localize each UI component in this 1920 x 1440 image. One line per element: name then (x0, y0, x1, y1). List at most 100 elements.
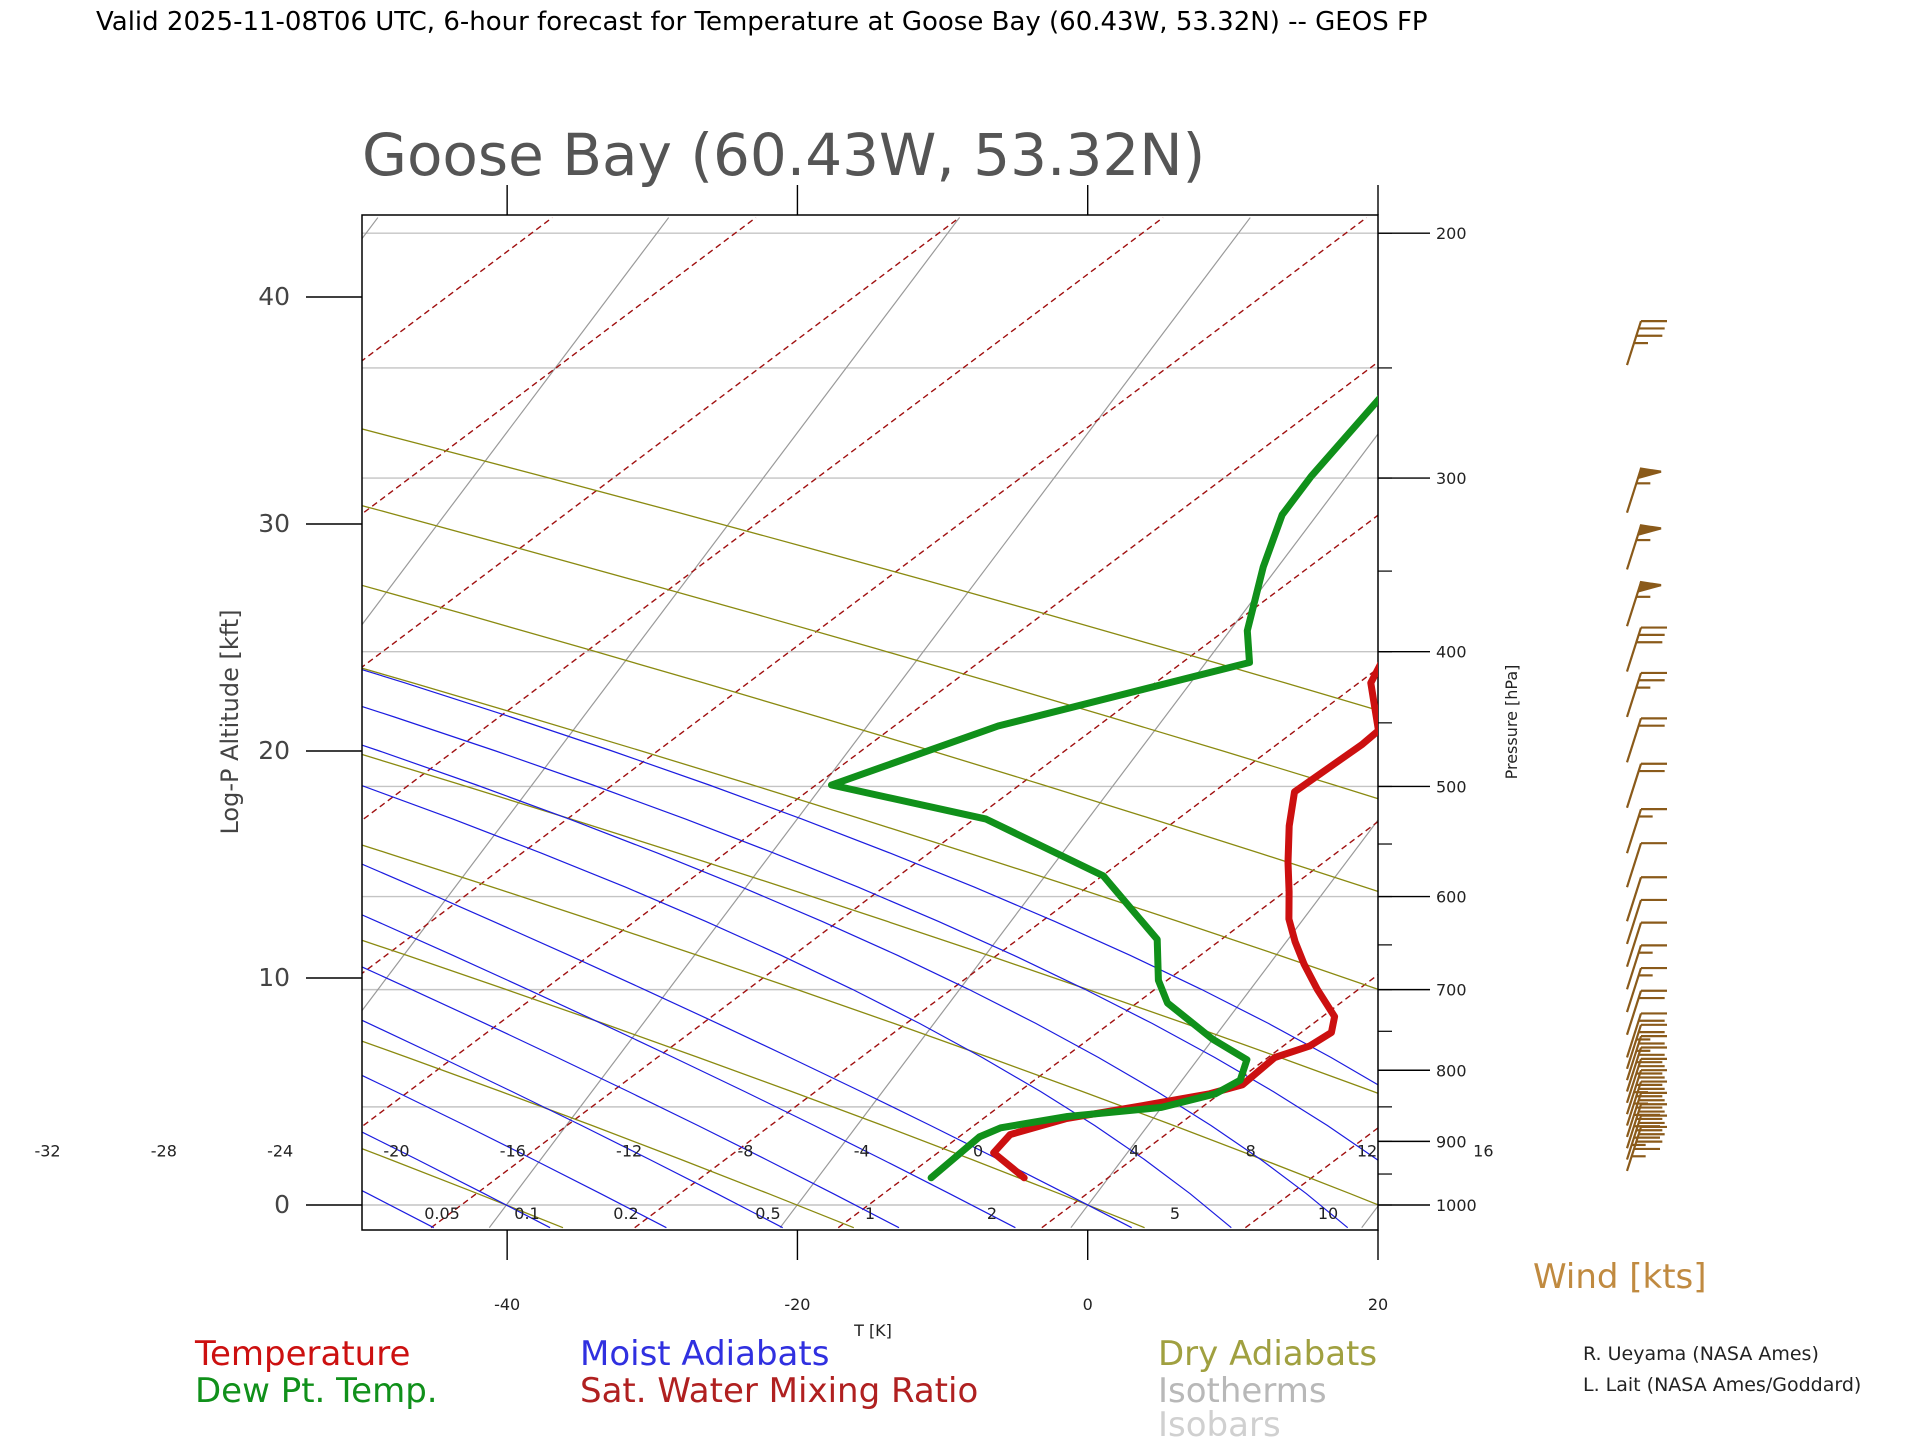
moist-adiabat-line (362, 1074, 667, 1229)
background-lines (0, 216, 1920, 1229)
y-tick-label: 40 (258, 282, 290, 311)
moist-adiabat-label: -12 (616, 1141, 642, 1160)
moist-adiabat-line (0, 240, 317, 1227)
wind-barb (1625, 1057, 1667, 1104)
mixing-ratio-line (0, 218, 145, 1228)
wind-barb-shaft (1625, 899, 1643, 945)
header-title: Valid 2025-11-08T06 UTC, 6-hour forecast… (96, 7, 1428, 37)
wind-barb (1625, 1046, 1667, 1092)
mixing-ratio-labels: 0.05 0.1 0.2 0.5 1 2 5 10 (424, 1204, 1338, 1223)
wind-barb (1625, 944, 1667, 990)
isotherm-line (362, 217, 960, 1012)
moist-adiabat-line (0, 240, 85, 1227)
dry-adiabat-line (362, 428, 1378, 712)
mixing-ratio-line (634, 667, 1378, 1229)
legend-mixing-ratio: Sat. Water Mixing Ratio (580, 1371, 978, 1411)
wind-barb (1625, 580, 1662, 627)
dry-adiabat-line (362, 753, 1378, 1094)
pressure-tick-label: 600 (1436, 888, 1467, 907)
mixing-ratio-label: 0.2 (613, 1204, 638, 1223)
mixing-ratio-line (1856, 218, 1920, 1228)
y-tick-label: 0 (274, 1190, 290, 1219)
wind-label: Wind [kts] (1533, 1257, 1707, 1297)
wind-barb (1625, 989, 1667, 1036)
dry-adiabat-line (362, 504, 1378, 800)
moist-adiabat-line (0, 240, 201, 1227)
dry-adiabat-line (362, 939, 1145, 1229)
moist-adiabat-label: -24 (267, 1141, 293, 1160)
x-tick-label: -40 (494, 1295, 520, 1314)
wind-barb (1625, 1080, 1667, 1126)
wind-barb-pennant (1637, 524, 1662, 536)
mixing-ratio-line (837, 820, 1378, 1229)
mixing-ratio-line (362, 361, 1378, 1128)
wind-barb (1625, 717, 1667, 763)
moist-adiabat-label: 4 (1129, 1141, 1139, 1160)
x-tick-label: 0 (1083, 1295, 1093, 1314)
wind-barb (1625, 1035, 1667, 1081)
moist-adiabat-line (362, 705, 1378, 1161)
mixing-ratio-label: 5 (1170, 1204, 1180, 1223)
wind-barb (1625, 467, 1662, 513)
isotherm-line (779, 432, 1378, 1229)
pressure-tick-label: 500 (1436, 777, 1467, 796)
mixing-ratio-label: 0.5 (755, 1204, 780, 1223)
legend-dry-adiabats: Dry Adiabats (1158, 1334, 1377, 1374)
wind-barb (1625, 524, 1662, 570)
wind-barb (1625, 671, 1667, 718)
dry-adiabat-line (362, 1148, 564, 1229)
isotherm-line (1653, 218, 1920, 1228)
mixing-ratio-line (1041, 973, 1378, 1229)
wind-barb-shaft (1625, 876, 1643, 922)
moist-adiabat-label: -16 (500, 1141, 526, 1160)
wind-barb (1625, 762, 1667, 809)
isotherm-line (1070, 819, 1378, 1229)
isotherm-line (0, 218, 87, 1228)
wind-barb-shaft (1625, 842, 1643, 888)
moist-adiabat-label: 12 (1357, 1141, 1377, 1160)
temperature-line (990, 661, 1378, 1182)
moist-adiabat-label: -8 (737, 1141, 753, 1160)
y-tick-label: 30 (258, 509, 290, 538)
wind-barb (1625, 1069, 1667, 1115)
wind-barb (1625, 1023, 1667, 1070)
mixing-ratio-label: 0.1 (514, 1204, 539, 1223)
wind-barb-pennant (1637, 467, 1662, 480)
wind-barb (1625, 921, 1667, 967)
wind-barb (1625, 876, 1667, 922)
wind-barb (1625, 626, 1667, 672)
mixing-ratio-label: 10 (1318, 1204, 1338, 1223)
moist-adiabat-label: 8 (1246, 1141, 1256, 1160)
mixing-ratio-line (362, 216, 1367, 975)
wind-barb (1625, 898, 1667, 945)
credit-line-1: R. Ueyama (NASA Ames) (1583, 1343, 1819, 1365)
mixing-ratio-line (362, 216, 1164, 822)
mixing-ratio-line (362, 216, 757, 515)
mixing-ratio-label: 2 (987, 1204, 997, 1223)
dry-adiabat-line (362, 584, 1378, 893)
mixing-ratio-line (362, 216, 960, 668)
mixing-ratio-line (362, 216, 553, 362)
moist-adiabat-line (362, 914, 1016, 1229)
sounding-series (828, 395, 1378, 1182)
wind-barb (1625, 966, 1667, 1013)
wind-barbs (1625, 320, 1667, 1172)
isotherm-line (362, 217, 379, 240)
x-axis-label: T [K] (853, 1321, 892, 1340)
moist-adiabat-line (362, 966, 900, 1229)
isotherm-line (488, 217, 1251, 1229)
wind-barb (1625, 1103, 1667, 1149)
moist-adiabat-line (362, 863, 1132, 1229)
wind-barb-pennant (1637, 580, 1662, 593)
mixing-ratio-line (1653, 218, 1920, 1228)
pressure-tick-label: 400 (1436, 643, 1467, 662)
pressure-tick-label: 1000 (1436, 1196, 1477, 1215)
pressure-tick-label: 800 (1436, 1061, 1467, 1080)
dry-adiabat-line (362, 667, 1378, 991)
moist-adiabat-line (362, 785, 1232, 1229)
credit-line-2: L. Lait (NASA Ames/Goddard) (1583, 1374, 1861, 1396)
moist-adiabat-label: -20 (383, 1141, 409, 1160)
moist-adiabat-label: -4 (854, 1141, 870, 1160)
